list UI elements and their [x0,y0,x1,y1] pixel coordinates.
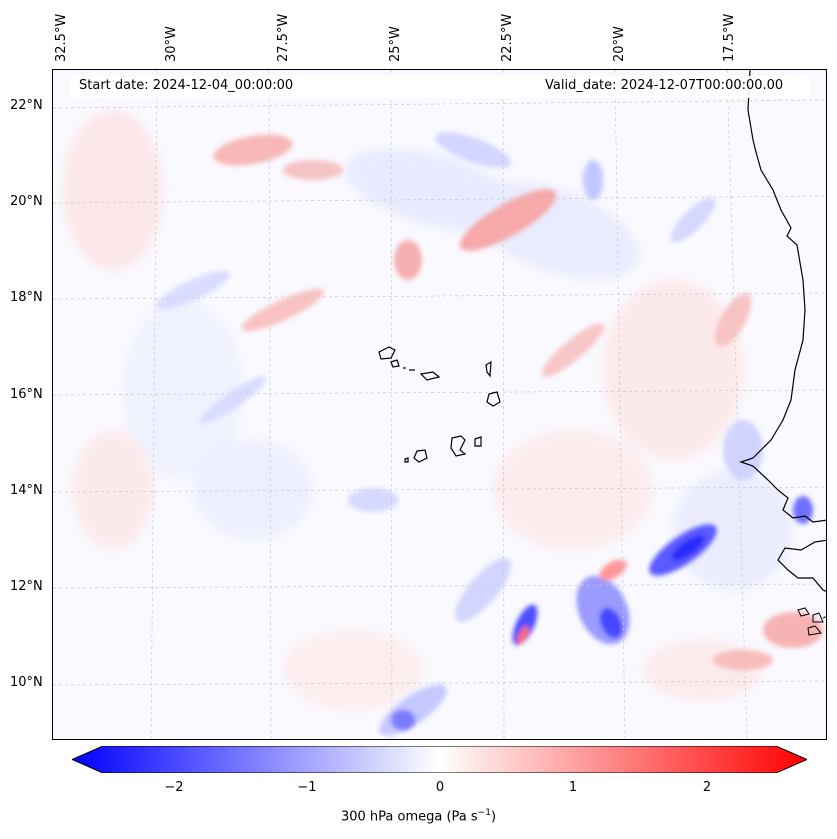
lon-label-27.5w: 27.5°W [276,13,291,62]
lat-label-14n: 14°N [10,483,43,498]
lat-label-10n: 10°N [10,675,43,690]
valid-date-label: Valid_date: 2024-12-07T00:00:00.00 [545,78,784,93]
lon-label-22.5w: 22.5°W [500,13,515,62]
omega-map [52,69,827,740]
colorbar-tick-minus2: −2 [164,780,184,795]
colorbar-tick-1: 1 [568,780,578,795]
lat-label-16n: 16°N [10,387,43,402]
colorbar-tick-2: 2 [702,780,712,795]
lon-label-30w: 30°W [164,26,179,62]
header-background [70,76,810,98]
colorbar-label: 300 hPa omega (Pa s−1) [340,808,497,825]
omega-field [53,70,826,739]
graticule [53,70,826,739]
colorbar-tick-minus1: −1 [297,780,317,795]
bijagos-islands [797,607,826,636]
colorbar [72,746,807,773]
lon-label-17.5w: 17.5°W [722,13,737,62]
lon-label-20w: 20°W [612,26,627,62]
africa-coastline [739,70,826,523]
lat-label-20n: 20°N [10,194,43,209]
cape-verde-islands [378,346,501,463]
lon-label-32.5w: 32.5°W [54,13,69,62]
lat-label-18n: 18°N [10,290,43,305]
guinea-coastline [777,539,826,592]
lon-label-25w: 25°W [388,26,403,62]
lat-label-12n: 12°N [10,579,43,594]
colorbar-tick-0: 0 [435,780,445,795]
start-date-label: Start date: 2024-12-04_00:00:00 [79,78,294,93]
lat-label-22n: 22°N [10,98,43,113]
